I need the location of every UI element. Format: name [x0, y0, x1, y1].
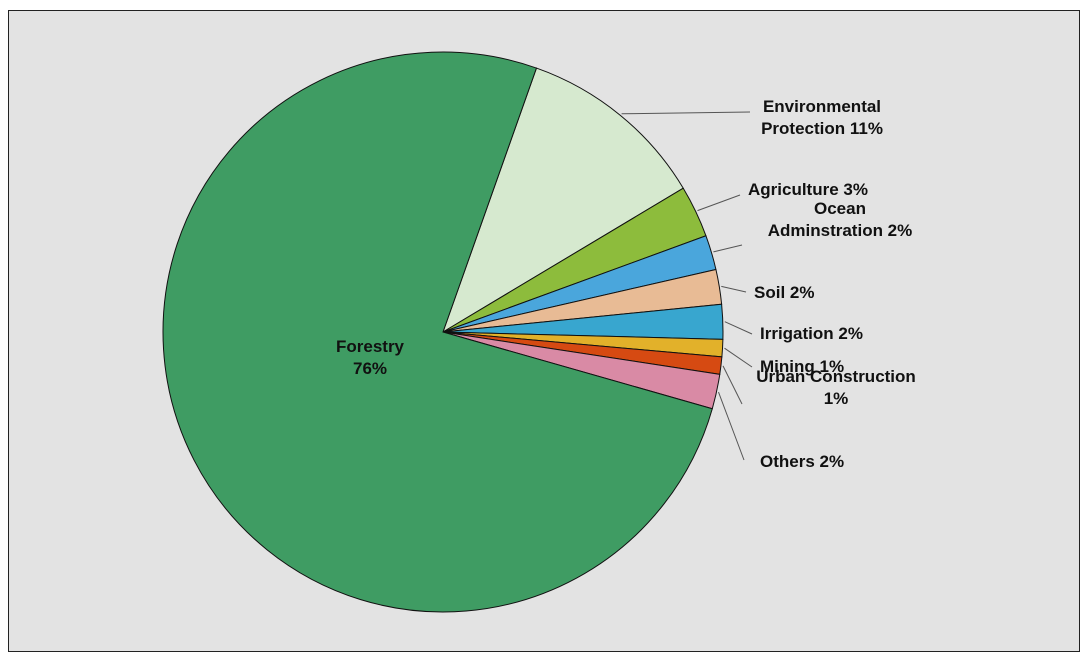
leader-line	[724, 347, 753, 368]
slice-label-mining: Mining 1%	[760, 357, 844, 376]
leader-line	[718, 391, 745, 461]
leader-line	[721, 285, 747, 293]
pie-labels: Environmental Protection 11% Agriculture 3…	[336, 97, 916, 471]
slice-label-forestry: Forestry 76%	[336, 337, 405, 378]
pie-slice-forestry	[162, 51, 713, 613]
leader-line	[713, 244, 743, 253]
leader-line	[621, 111, 751, 115]
slice-label-others: Others 2%	[760, 452, 844, 471]
leader-line	[724, 321, 753, 335]
slice-label-urban-construction: Urban Construction 1%	[756, 367, 916, 408]
slice-label-soil: Soil 2%	[754, 283, 814, 302]
slice-label-environmental-protection: Environmental Protection 11%	[761, 97, 883, 138]
leader-line	[697, 194, 741, 212]
leader-line	[722, 365, 743, 405]
pie-slice-environmental-protection	[442, 67, 684, 334]
slice-label-irrigation: Irrigation 2%	[760, 324, 863, 343]
pie-slices	[162, 51, 724, 613]
slice-label-ocean-adminstration: Ocean Adminstration 2%	[768, 199, 913, 240]
slice-label-agriculture: Agriculture 3%	[748, 180, 868, 199]
